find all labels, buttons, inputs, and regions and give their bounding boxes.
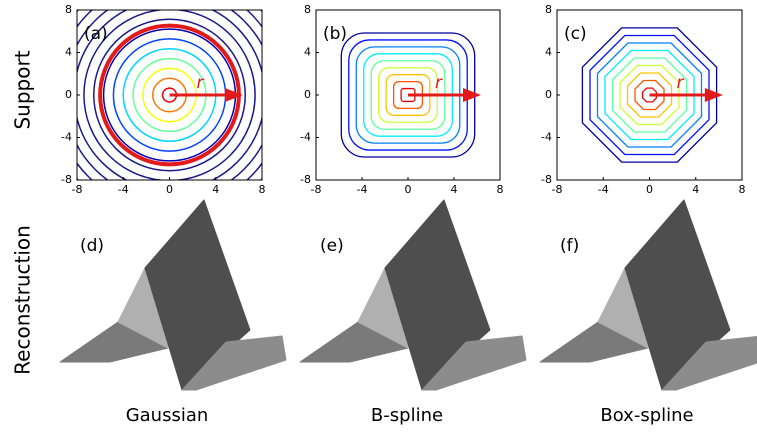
surface (300, 200, 526, 390)
caption: Box-spline (600, 405, 693, 426)
y-tick-label: 0 (545, 88, 552, 101)
surface (540, 200, 757, 390)
panel-label: (d) (80, 236, 104, 256)
caption: Gaussian (126, 405, 209, 426)
x-tick-label: 8 (497, 183, 504, 196)
x-tick-label: 4 (692, 183, 699, 196)
x-tick-label: 0 (405, 183, 412, 196)
caption: B-spline (371, 405, 443, 426)
y-tick-label: 0 (304, 88, 311, 101)
x-tick-label: 0 (646, 183, 653, 196)
x-tick-label: 8 (259, 183, 266, 196)
y-tick-label: 4 (545, 46, 552, 59)
x-tick-label: -8 (311, 183, 322, 196)
y-tick-label: -8 (541, 173, 552, 186)
x-tick-label: 4 (451, 183, 458, 196)
y-tick-label: 8 (304, 3, 311, 16)
y-tick-label: 4 (65, 46, 72, 59)
y-tick-label: 4 (304, 46, 311, 59)
x-tick-label: -4 (357, 183, 368, 196)
x-tick-label: -8 (72, 183, 83, 196)
panel-label: (a) (84, 24, 108, 44)
y-tick-label: 8 (545, 3, 552, 16)
y-tick-label: -4 (61, 131, 72, 144)
x-tick-label: 8 (739, 183, 746, 196)
y-tick-label: 0 (65, 88, 72, 101)
panel-label: (f) (560, 236, 579, 256)
y-tick-label: -4 (541, 131, 552, 144)
radius-label: r (435, 73, 443, 93)
x-tick-label: 0 (166, 183, 173, 196)
surface (60, 200, 286, 390)
y-tick-label: -4 (300, 131, 311, 144)
arrow-head (705, 88, 723, 102)
figure: Support Reconstruction r (a) -8 -4 0 4 8 -8 -4 0 4… (0, 0, 757, 435)
y-tick-label: -8 (300, 173, 311, 186)
row-label: Reconstruction (11, 225, 35, 375)
y-tick-label: -8 (61, 173, 72, 186)
x-tick-label: -4 (598, 183, 609, 196)
panel-label: (b) (323, 24, 347, 44)
x-tick-label: 4 (212, 183, 219, 196)
panel-label: (e) (320, 236, 344, 256)
y-tick-label: 8 (65, 3, 72, 16)
x-tick-label: -8 (552, 183, 563, 196)
panel-label: (c) (564, 24, 587, 44)
row-label: Support (11, 50, 35, 129)
arrow-head (463, 88, 481, 102)
radius-label: r (197, 73, 205, 93)
radius-label: r (677, 73, 685, 93)
x-tick-label: -4 (118, 183, 129, 196)
